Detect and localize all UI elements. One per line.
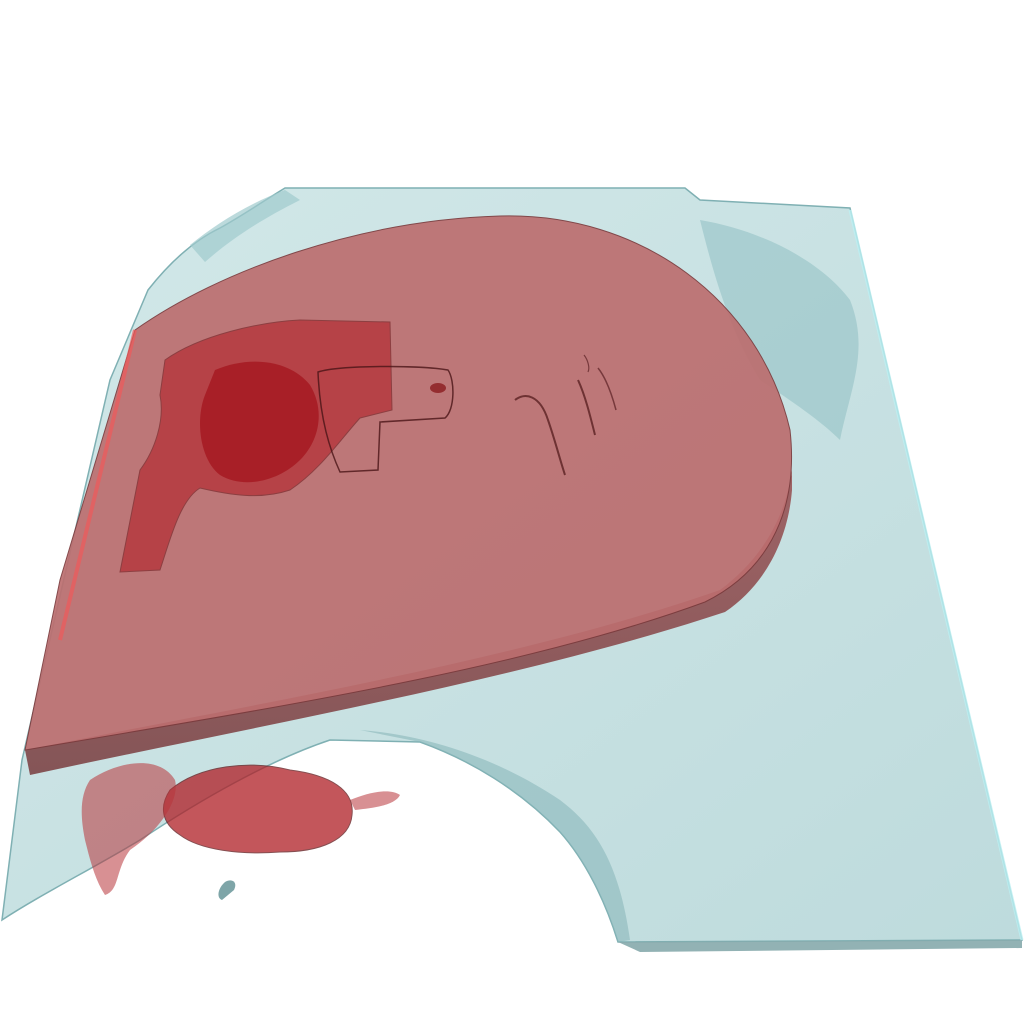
- main-structure-rim-highlight: [58, 329, 137, 641]
- dense-region-inner-box: [317, 365, 454, 473]
- dense-region-lower: [162, 764, 353, 854]
- dense-spot: [430, 383, 446, 393]
- surface-mark-curve: [514, 395, 566, 476]
- dense-region-lower-tail: [350, 791, 400, 810]
- outer-volume-inner-shadow: [360, 730, 630, 942]
- outer-volume-bottom-edge: [618, 940, 1022, 952]
- outer-volume-right-edge-highlight: [848, 209, 1024, 941]
- dense-region-lower-spread: [81, 763, 176, 895]
- dense-region-core: [200, 361, 319, 483]
- dense-region-drip: [218, 880, 236, 900]
- surface-mark-small-1: [577, 379, 596, 436]
- surface-mark-small-2: [597, 367, 617, 411]
- surface-marks: [514, 354, 617, 476]
- outer-volume-left-fold: [190, 190, 300, 262]
- outer-volume-right-fold: [700, 220, 859, 440]
- dense-regions: [81, 319, 454, 900]
- surface-mark-small-3: [583, 354, 590, 373]
